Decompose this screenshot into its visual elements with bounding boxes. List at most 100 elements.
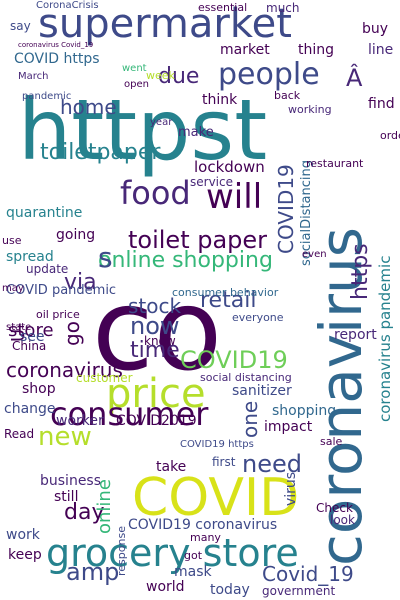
word-spread: spread — [6, 249, 54, 265]
word-make: make — [178, 125, 214, 140]
word-people: people — [218, 57, 320, 92]
word-march: March — [18, 71, 49, 82]
word-go-vertical: go — [60, 321, 84, 346]
word-covid-https: COVID https — [14, 51, 100, 67]
word-think: think — [202, 92, 238, 108]
word-https-vertical: https — [348, 243, 373, 300]
word-now: now — [130, 312, 180, 340]
word-look: look — [330, 513, 355, 527]
word-store: store — [8, 320, 54, 341]
word-covid19-coronavirus: COVID19 coronavirus — [128, 517, 278, 533]
word-worker: worker — [56, 413, 104, 429]
word-covid2019: COVID2019 — [116, 413, 197, 429]
word-report: report — [334, 327, 377, 343]
word-stock: stock — [128, 294, 182, 318]
word-year: year — [150, 117, 173, 128]
word-via: via — [64, 270, 97, 295]
word-say: say — [10, 19, 31, 33]
word-many: many — [190, 531, 221, 544]
word-buy: buy — [362, 21, 389, 37]
word-check: Check — [316, 501, 353, 515]
word-take: take — [156, 459, 187, 475]
word-china: China — [12, 339, 47, 353]
word-know: know — [144, 334, 176, 348]
word-state: state — [6, 322, 32, 333]
word-first: first — [212, 455, 236, 469]
word-find: find — [368, 96, 395, 112]
word-change: change — [4, 401, 56, 417]
word-use: use — [2, 234, 22, 247]
word-even: even — [302, 249, 327, 260]
word-still: still — [54, 489, 79, 505]
word-business: business — [40, 473, 102, 489]
word-back: back — [274, 89, 301, 102]
word-world: world — [146, 579, 185, 595]
word-retail: retail — [200, 288, 257, 313]
word-price: price — [106, 371, 206, 417]
word-service: service — [190, 175, 233, 189]
word-social-distancing: social distancing — [200, 371, 292, 384]
word-grocery-store: grocery store — [46, 531, 299, 575]
word-sanitizer: sanitizer — [232, 383, 292, 399]
word-impact: impact — [264, 419, 313, 435]
word-going: going — [56, 227, 96, 243]
word-shopping: shopping — [272, 403, 337, 419]
word-supermarket: supermarket — [38, 1, 292, 47]
word-thing: thing — [298, 42, 335, 58]
word-online-shopping: online shopping — [98, 248, 273, 273]
word-line: line — [368, 42, 394, 58]
word-coronavirus-covid19: coronavirus Covid_19 — [18, 41, 94, 49]
word-customer: customer — [76, 371, 133, 385]
word-lockdown: lockdown — [194, 158, 265, 176]
word-time: time — [130, 338, 180, 363]
word-coronacrisis: CoronaCrisis — [36, 0, 99, 11]
word-amp: amp — [66, 558, 120, 586]
word-everyone: everyone — [232, 311, 284, 324]
word-essential: essential — [198, 1, 248, 14]
word-covid-pandemic: COVID pandemic — [6, 283, 117, 298]
word-coronavirus-small: coronavirus — [6, 358, 123, 382]
word-response-vertical: response — [115, 526, 128, 576]
word-work: work — [6, 527, 40, 543]
word-day: day — [64, 500, 105, 525]
word-covid19-https: COVID19 https — [180, 439, 254, 450]
word-sale: sale — [320, 435, 343, 448]
word-oil-price: oil price — [36, 308, 80, 321]
word-see: see — [20, 329, 45, 345]
word-today: today — [210, 582, 250, 598]
word-keep: keep — [8, 547, 42, 563]
word-virus-vertical: virus — [283, 471, 299, 506]
word-may: may — [2, 283, 24, 294]
word-consumer-behavior: consumer behavior — [172, 286, 279, 299]
word-will: will — [206, 177, 263, 217]
word-consumer: consumer — [50, 395, 209, 433]
word-order: order — [380, 129, 400, 142]
word-government: government — [262, 584, 336, 598]
word-pandemic: pandemic — [22, 91, 72, 102]
word-open: open — [124, 79, 149, 90]
word-covid: COVID — [132, 468, 300, 528]
word-covid-19: Covid_19 — [262, 562, 354, 586]
word-mask: mask — [174, 564, 212, 580]
word-restaurant: restaurant — [306, 157, 364, 170]
word-update: update — [26, 262, 69, 276]
word-got: got — [184, 549, 203, 562]
word-working: working — [288, 103, 332, 116]
word-covid19-vertical: COVID19 — [274, 164, 298, 254]
word-week: week — [146, 69, 175, 82]
word-due: due — [158, 64, 200, 89]
word-toilet-paper: toilet paper — [128, 226, 268, 254]
word-market: market — [220, 42, 270, 58]
word-need: need — [242, 450, 302, 478]
word-food: food — [120, 174, 191, 212]
word-a-hat: Â — [346, 64, 363, 92]
word-httpst: httpst — [18, 81, 268, 179]
word-s: s — [98, 241, 113, 274]
word-new: new — [38, 422, 92, 452]
word-read: Read — [4, 427, 35, 441]
word-one-vertical: one — [238, 400, 262, 438]
word-coronavirus-pandemic-vertical: coronavirus pandemic — [376, 255, 394, 422]
word-went: went — [122, 63, 147, 74]
word-co: co — [92, 266, 223, 396]
